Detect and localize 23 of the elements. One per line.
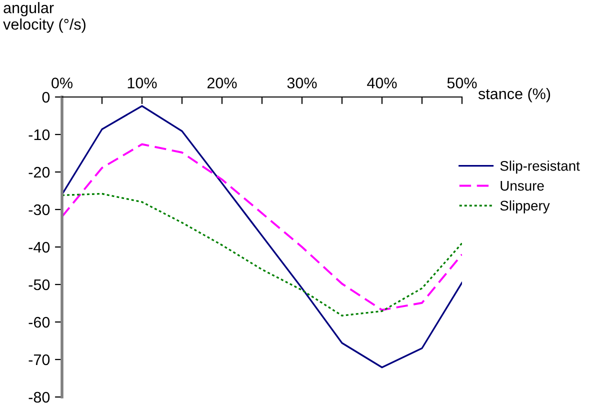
line-series (62, 143, 462, 311)
y-axis-title: angular velocity (°/s) (3, 2, 86, 33)
x-tick-label: 10% (128, 78, 157, 88)
y-tick-label: -70 (28, 354, 50, 366)
legend-label: Slippery (500, 200, 550, 214)
y-tick-label: -20 (28, 166, 50, 178)
x-tick-label: 50% (447, 78, 477, 88)
legend-label: Unsure (500, 181, 544, 191)
x-tick-label: 20% (207, 78, 237, 88)
x-tick-label: 40% (367, 78, 397, 88)
y-tick-label: -60 (28, 316, 50, 328)
legend-label: Slip-resistant (500, 160, 580, 174)
x-tick-label: 0% (52, 78, 72, 88)
line-series (62, 105, 462, 368)
y-tick-label: 0 (42, 92, 50, 103)
y-tick-label: -80 (28, 392, 50, 403)
y-tick-label: -10 (28, 129, 50, 140)
x-tick-label: 30% (287, 78, 317, 88)
x-axis-title: stance (%) (478, 88, 550, 102)
y-tick-label: -50 (28, 279, 50, 290)
y-tick-label: -40 (28, 242, 50, 253)
line-series (62, 192, 462, 316)
y-tick-label: -30 (28, 204, 50, 216)
